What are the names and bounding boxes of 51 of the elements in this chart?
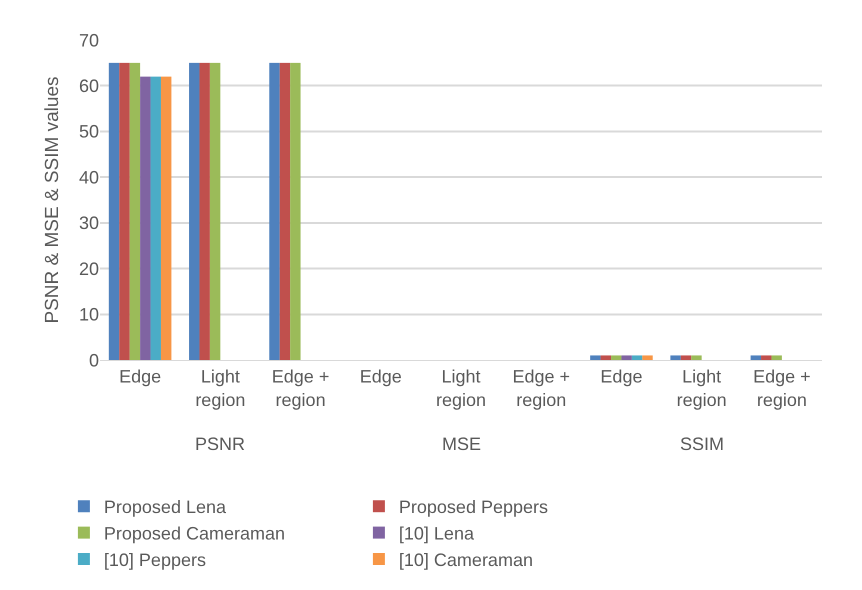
bar bbox=[750, 355, 762, 360]
bar bbox=[290, 62, 301, 360]
bar bbox=[140, 76, 151, 360]
bar bbox=[590, 355, 601, 360]
bar bbox=[130, 62, 140, 360]
x-tick-label: Edge + region bbox=[272, 366, 330, 410]
bar bbox=[632, 355, 642, 360]
y-axis-title: PSNR & MSE & SSIM values bbox=[42, 76, 63, 324]
bar bbox=[150, 76, 161, 360]
bar bbox=[621, 355, 632, 360]
y-tick-label: 70 bbox=[78, 30, 99, 50]
text: MSE bbox=[442, 434, 482, 454]
bar bbox=[680, 355, 692, 360]
bar bbox=[600, 355, 612, 360]
bar bbox=[771, 355, 782, 360]
x-tick-label: Edge bbox=[119, 366, 162, 387]
legend-label: Proposed Peppers bbox=[398, 497, 548, 518]
legend-label: [10] Cameraman bbox=[398, 550, 533, 570]
bar bbox=[269, 62, 280, 360]
y-tick-label: 40 bbox=[78, 167, 99, 188]
x-tick-label: Edge bbox=[360, 366, 402, 387]
legend-label: Proposed Cameraman bbox=[104, 524, 285, 544]
bar bbox=[189, 62, 200, 360]
bar bbox=[670, 355, 681, 360]
bar bbox=[642, 355, 653, 360]
legend-label: [10] Peppers bbox=[104, 550, 206, 570]
x-tick-label: Edge + region bbox=[512, 366, 570, 410]
y-tick-label: 60 bbox=[78, 76, 99, 96]
legend-label: [10] Lena bbox=[398, 524, 475, 544]
x-tick-label: Light region bbox=[195, 366, 246, 410]
bar bbox=[160, 76, 172, 360]
y-tick-label: 10 bbox=[78, 304, 99, 325]
y-tick-label: 0 bbox=[88, 350, 99, 370]
bar bbox=[691, 355, 702, 360]
x-tick-label: Edge + region bbox=[753, 366, 811, 410]
bar bbox=[761, 355, 772, 360]
text: SSIM bbox=[680, 434, 724, 454]
x-tick-label: Light region bbox=[436, 366, 486, 410]
bar bbox=[210, 62, 220, 360]
y-tick-label: 20 bbox=[78, 258, 99, 279]
text: PSNR bbox=[195, 434, 246, 454]
legend-label: Proposed Lena bbox=[104, 497, 227, 518]
x-tick-label: Edge bbox=[600, 366, 642, 387]
bar bbox=[199, 62, 210, 360]
y-tick-label: 30 bbox=[78, 213, 99, 234]
bar bbox=[280, 62, 290, 360]
bar bbox=[108, 62, 120, 360]
bar bbox=[611, 355, 622, 360]
x-tick-label: Light region bbox=[676, 366, 727, 410]
bar bbox=[119, 62, 130, 360]
y-tick-label: 50 bbox=[78, 122, 99, 142]
